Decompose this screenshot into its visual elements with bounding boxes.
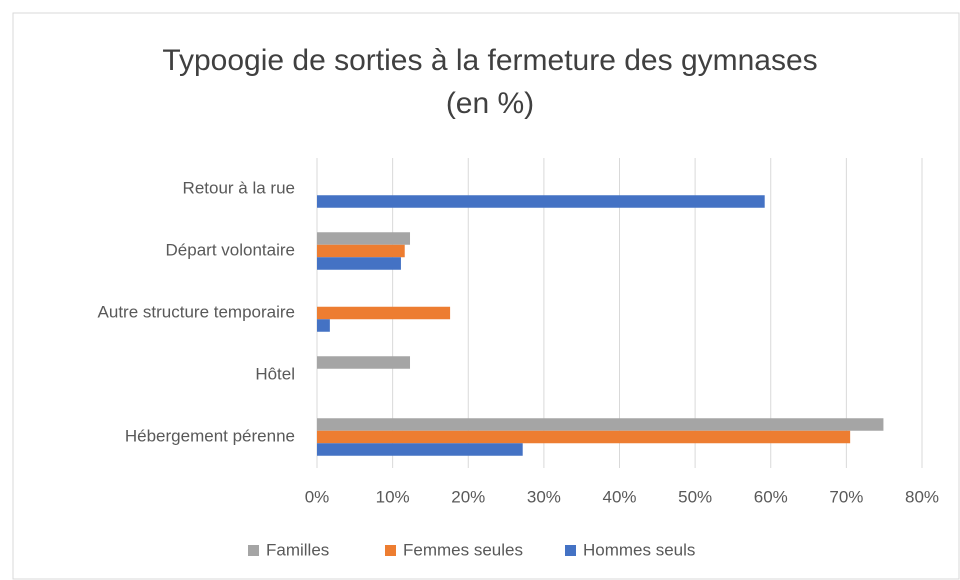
bar xyxy=(317,257,401,270)
chart-title: Typoogie de sorties à la fermeture des g… xyxy=(162,44,817,77)
x-tick-label: 30% xyxy=(527,487,561,506)
bar xyxy=(317,244,405,258)
bar xyxy=(317,232,411,245)
y-tick-label: Hébergement pérenne xyxy=(125,426,295,445)
x-tick-label: 0% xyxy=(305,487,330,506)
x-tick-label: 20% xyxy=(451,487,485,506)
bar xyxy=(317,195,765,208)
x-tick-label: 10% xyxy=(376,487,410,506)
y-tick-label: Retour à la rue xyxy=(183,178,295,197)
x-tick-label: 60% xyxy=(754,487,788,506)
x-tick-label: 40% xyxy=(602,487,636,506)
legend-label: Hommes seuls xyxy=(583,540,695,559)
bar xyxy=(317,418,884,431)
chart-title: (en %) xyxy=(446,87,534,120)
chart-frame xyxy=(12,12,960,580)
bar xyxy=(317,306,451,320)
legend-swatch xyxy=(248,545,259,556)
y-tick-label: Autre structure temporaire xyxy=(98,302,295,321)
x-tick-label: 70% xyxy=(829,487,863,506)
legend-label: Femmes seules xyxy=(403,540,523,559)
y-tick-label: Hôtel xyxy=(255,364,295,383)
x-tick-label: 50% xyxy=(678,487,712,506)
bar xyxy=(317,356,411,369)
legend-swatch xyxy=(565,545,576,556)
bar xyxy=(317,319,330,332)
bar xyxy=(317,443,523,456)
legend-label: Familles xyxy=(266,540,329,559)
x-tick-label: 80% xyxy=(905,487,939,506)
bar xyxy=(317,430,851,444)
y-tick-label: Départ volontaire xyxy=(166,240,295,259)
legend-swatch xyxy=(385,545,396,556)
